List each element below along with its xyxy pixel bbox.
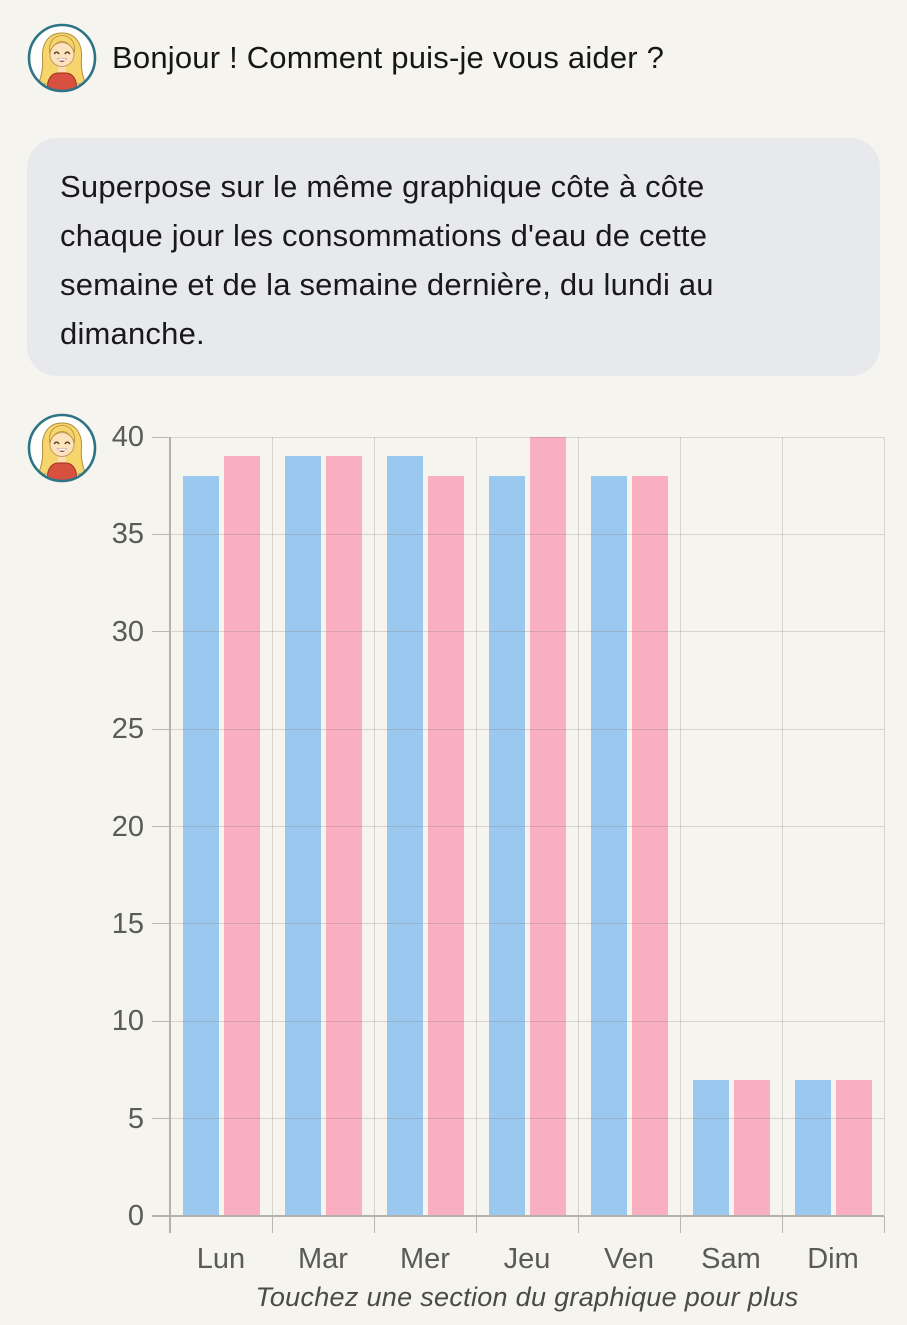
x-axis-label-mar: Mar — [298, 1243, 348, 1275]
x-axis-label-jeu: Jeu — [503, 1243, 551, 1275]
y-tick-35 — [152, 533, 170, 535]
bar-mar-serie-bleue[interactable] — [284, 456, 321, 1216]
bar-sam-serie-bleue[interactable] — [692, 1079, 729, 1216]
y-tick-40 — [152, 436, 170, 438]
y-axis-label-25: 25 — [111, 713, 144, 746]
gridline-horizontal-5 — [170, 1118, 884, 1120]
x-tick-3 — [475, 1216, 477, 1233]
y-tick-10 — [152, 1020, 170, 1022]
assistant-greeting-text: Bonjour ! Comment puis-je vous aider ? — [112, 40, 665, 75]
bar-jeu-serie-bleue[interactable] — [488, 475, 525, 1216]
gridline-horizontal-15 — [170, 923, 884, 925]
x-axis-label-sam: Sam — [701, 1243, 761, 1275]
gridline-horizontal-20 — [170, 826, 884, 827]
y-axis-label-20: 20 — [111, 810, 144, 843]
bar-jeu-serie-rose[interactable] — [529, 437, 566, 1216]
y-axis-label-35: 35 — [111, 518, 144, 551]
x-tick-2 — [373, 1216, 375, 1233]
y-axis-label-15: 15 — [111, 907, 144, 940]
x-axis-label-mer: Mer — [400, 1243, 450, 1275]
y-tick-5 — [152, 1118, 170, 1120]
x-axis-line — [152, 1215, 884, 1217]
bar-dim-serie-bleue[interactable] — [794, 1079, 831, 1216]
gridline-vertical-6 — [781, 437, 783, 1216]
bar-dim-serie-rose[interactable] — [835, 1079, 872, 1216]
gridline-vertical-2 — [373, 437, 375, 1216]
assistant-avatar-icon — [26, 22, 98, 94]
x-tick-6 — [781, 1216, 783, 1233]
y-axis-label-5: 5 — [127, 1102, 144, 1135]
girl-avatar-icon — [27, 23, 97, 93]
y-tick-20 — [152, 826, 170, 827]
gridline-vertical-5 — [679, 437, 681, 1216]
x-tick-7 — [883, 1216, 885, 1233]
x-axis-label-dim: Dim — [807, 1243, 859, 1275]
user-message-line: dimanche. — [60, 316, 205, 351]
gridline-vertical-1 — [271, 437, 273, 1216]
bar-mer-serie-bleue[interactable] — [386, 456, 423, 1216]
girl-avatar-icon — [27, 413, 97, 483]
x-axis-label-lun: Lun — [196, 1243, 246, 1275]
x-axis-label-ven: Ven — [604, 1243, 654, 1275]
bar-ven-serie-rose[interactable] — [631, 475, 668, 1216]
y-axis-line — [169, 437, 171, 1233]
chart-caption: Touchez une section du graphique pour pl… — [255, 1282, 799, 1312]
user-message-bubble: Superpose sur le même graphique côte à c… — [27, 138, 880, 376]
bar-mar-serie-rose[interactable] — [325, 456, 362, 1216]
y-tick-25 — [152, 728, 170, 730]
gridline-horizontal-35 — [170, 533, 884, 535]
y-tick-15 — [152, 923, 170, 925]
user-message-line: semaine et de la semaine dernière, du lu… — [60, 267, 714, 302]
bar-lun-serie-rose[interactable] — [223, 456, 260, 1216]
bar-mer-serie-rose[interactable] — [427, 475, 464, 1216]
x-tick-5 — [679, 1216, 681, 1233]
water-consumption-bar-chart[interactable]: Lun Mar Mer Jeu Ven Sam Dim 0 5 10 15 20 25 30 35 40 — [112, 421, 885, 1275]
y-axis-label-40: 40 — [111, 421, 144, 453]
y-axis-label-0: 0 — [127, 1200, 144, 1232]
user-message-line: Superpose sur le même graphique côte à c… — [60, 169, 705, 204]
y-tick-30 — [152, 631, 170, 633]
bar-ven-serie-bleue[interactable] — [590, 475, 627, 1216]
x-tick-4 — [577, 1216, 579, 1233]
assistant-avatar-icon — [26, 412, 98, 484]
x-tick-1 — [271, 1216, 273, 1233]
y-axis-label-10: 10 — [111, 1005, 144, 1038]
user-message-line: chaque jour les consommations d'eau de c… — [60, 218, 708, 253]
gridline-horizontal-10 — [170, 1020, 884, 1022]
gridline-horizontal-30 — [170, 631, 884, 633]
gridline-vertical-7 — [883, 437, 885, 1216]
gridline-horizontal-40 — [170, 436, 884, 438]
bar-lun-serie-bleue[interactable] — [182, 475, 219, 1216]
gridline-vertical-4 — [577, 437, 579, 1216]
gridline-horizontal-25 — [170, 728, 884, 730]
bar-sam-serie-rose[interactable] — [733, 1079, 770, 1216]
gridline-vertical-3 — [475, 437, 477, 1216]
y-axis-label-30: 30 — [111, 615, 144, 648]
